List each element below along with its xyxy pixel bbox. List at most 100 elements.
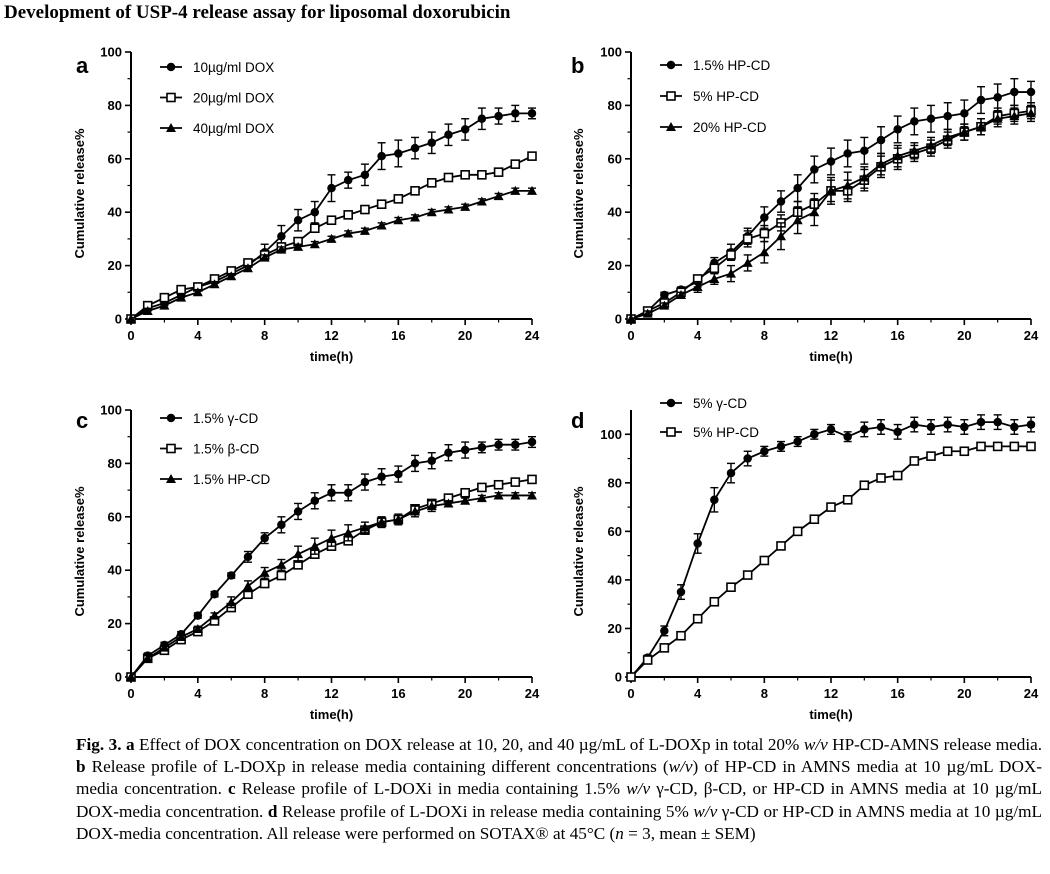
data-point (626, 314, 636, 323)
caption-wv-1: w/v (803, 735, 828, 754)
data-point (743, 454, 752, 463)
data-point (511, 440, 520, 449)
data-point (726, 468, 736, 478)
x-tick-label: 12 (824, 686, 838, 701)
caption-panel-a-text2: HP-CD-AMNS release media. (832, 735, 1043, 754)
data-point (394, 149, 403, 158)
legend-label: 20µg/ml DOX (193, 91, 274, 106)
x-tick-label: 16 (391, 686, 405, 701)
x-tick-label: 20 (458, 686, 472, 701)
data-point (943, 111, 952, 121)
data-point (527, 474, 537, 485)
legend-marker (166, 443, 176, 454)
x-tick-label: 20 (957, 686, 971, 701)
data-point (360, 477, 370, 487)
data-point (310, 496, 320, 506)
y-tick-label: 100 (100, 45, 122, 60)
data-point (326, 233, 337, 243)
data-point (360, 204, 370, 215)
data-point (826, 425, 836, 434)
x-tick-label: 8 (761, 686, 768, 701)
x-tick-label: 24 (1024, 686, 1039, 701)
chart-panel-b: b 0 20 40 60 80 100 0 4 8 12 16 20 24 time(h) Cumulativ… (571, 45, 1039, 365)
legend-marker (166, 62, 176, 72)
x-tick-label: 20 (957, 328, 971, 343)
data-point (410, 212, 421, 222)
data-point (676, 630, 686, 641)
data-point (477, 443, 487, 452)
data-point (394, 469, 403, 479)
x-axis-label: time(h) (310, 349, 353, 364)
series-triangle (126, 490, 537, 681)
data-point (293, 215, 303, 225)
legend-marker (166, 413, 176, 423)
legend-entry: 10µg/ml DOX (160, 60, 274, 75)
data-point (893, 125, 902, 134)
caption-n: n (615, 823, 624, 843)
data-point (159, 642, 170, 652)
data-point (377, 472, 386, 481)
x-tick-label: 4 (694, 686, 702, 701)
legend-entry: 1.5% γ-CD (160, 411, 259, 426)
legend-entry: 5% HP-CD (660, 89, 759, 104)
data-point (209, 610, 220, 620)
data-point (460, 125, 470, 134)
data-point (259, 578, 270, 589)
data-point (792, 526, 803, 537)
data-point (444, 448, 453, 457)
x-tick-label: 12 (324, 328, 338, 343)
data-point (1010, 87, 1019, 97)
legend-label: 5% HP-CD (693, 89, 759, 104)
page-title: Development of USP-4 release assay for l… (4, 2, 511, 23)
data-point (909, 145, 920, 155)
x-tick-label: 24 (1024, 328, 1039, 343)
legend-marker (166, 123, 176, 132)
x-tick-label: 12 (824, 328, 838, 343)
data-point (926, 422, 936, 432)
data-point (510, 159, 521, 169)
data-point (776, 541, 786, 551)
series-circle (126, 436, 537, 682)
legend-marker (666, 398, 676, 408)
caption-panel-c-text: Release profile of L-DOXi in media conta… (241, 779, 621, 799)
data-point (809, 207, 820, 217)
y-tick-label: 40 (608, 205, 622, 220)
data-point (626, 672, 636, 682)
data-point (126, 672, 136, 681)
data-point (726, 582, 736, 592)
legend-marker (666, 122, 676, 131)
data-point (426, 501, 437, 511)
data-point (193, 611, 203, 620)
x-tick-label: 16 (391, 328, 405, 343)
y-axis-label: Cumulative release% (72, 486, 87, 617)
legend-entry: 1.5% HP-CD (660, 58, 771, 73)
caption-panel-a-text: Effect of DOX concentration on DOX relea… (139, 735, 800, 754)
data-point (209, 279, 220, 289)
data-point (142, 653, 153, 663)
data-point (1010, 422, 1019, 432)
figure-caption: Fig. 3. a Effect of DOX concentration on… (76, 734, 1042, 845)
data-point (843, 149, 852, 158)
data-point (159, 300, 170, 310)
x-axis-label: time(h) (809, 707, 852, 722)
y-tick-label: 0 (615, 670, 622, 685)
data-point (277, 231, 286, 241)
data-point (142, 305, 153, 315)
x-tick-label: 8 (261, 328, 268, 343)
legend-entry: 5% HP-CD (660, 425, 759, 440)
x-tick-label: 8 (261, 686, 268, 701)
data-point (476, 493, 487, 503)
data-point (343, 228, 354, 238)
data-point (510, 477, 521, 487)
data-point (910, 420, 919, 429)
series-line (130, 441, 533, 678)
legend-marker (166, 92, 176, 103)
data-point (343, 175, 353, 185)
legend-marker (166, 474, 176, 483)
data-point (242, 581, 253, 591)
x-tick-label: 16 (890, 328, 904, 343)
x-tick-label: 16 (890, 686, 904, 701)
data-point (493, 191, 504, 201)
data-point (943, 420, 952, 429)
data-point (776, 231, 786, 241)
